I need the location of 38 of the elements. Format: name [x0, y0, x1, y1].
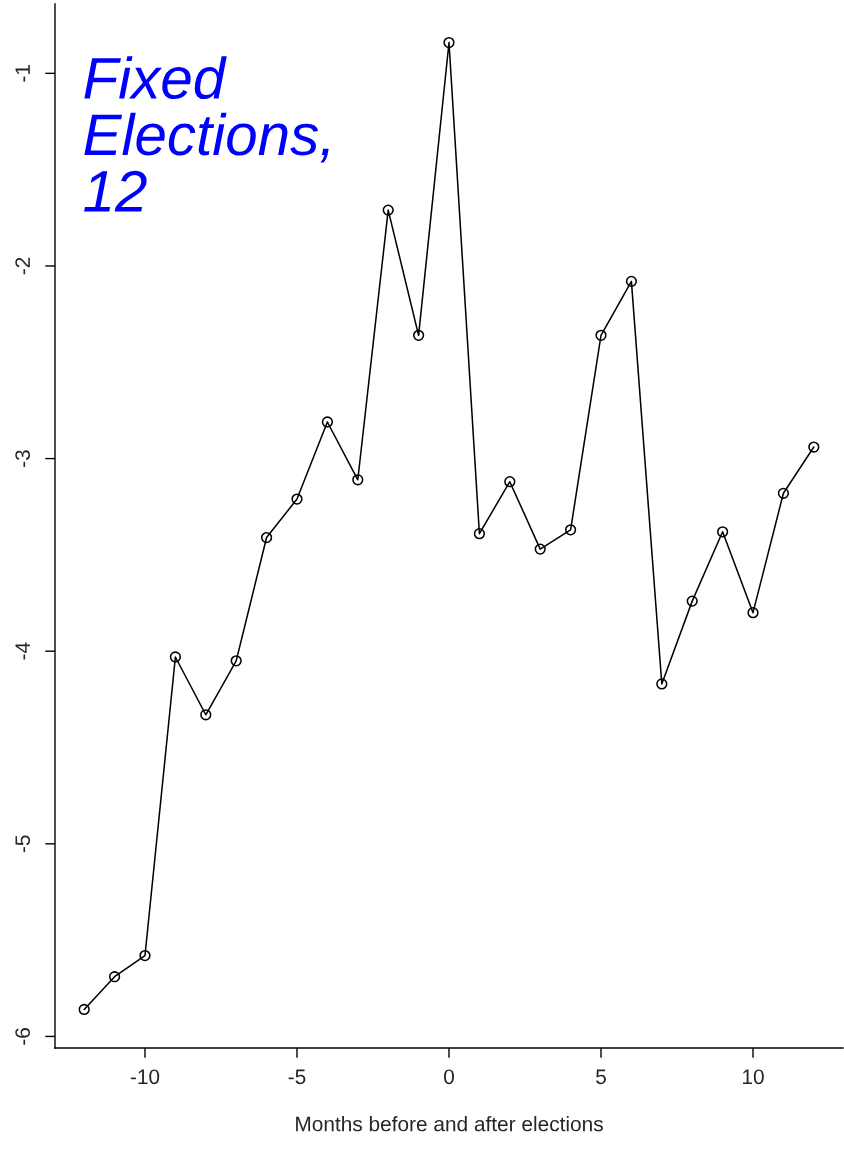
point: [595, 329, 607, 341]
y-tick-label: -1: [15, 65, 30, 82]
x-tick-label: 0: [444, 1069, 454, 1085]
point: [78, 1003, 90, 1016]
y-tick-label: -3: [15, 450, 31, 467]
point: [291, 493, 303, 505]
point: [473, 528, 486, 540]
y-tick-label: -6: [15, 1028, 31, 1045]
x-tick-label: -10: [130, 1069, 160, 1085]
x-tick-label: 10: [743, 1069, 764, 1085]
point: [443, 36, 455, 49]
x-tick-label: 5: [596, 1069, 606, 1085]
point: [382, 204, 394, 216]
point: [260, 531, 273, 544]
y-tick-label: -2: [15, 257, 30, 275]
point: [625, 275, 638, 287]
point: [321, 416, 334, 428]
point: [169, 651, 182, 663]
point: [108, 971, 121, 983]
point: [412, 329, 425, 341]
point: [200, 709, 212, 721]
point: [230, 655, 242, 667]
point: [656, 678, 668, 690]
y-tick-label: -5: [15, 835, 31, 853]
point: [534, 543, 546, 555]
point: [686, 595, 698, 607]
point: [564, 524, 577, 536]
point: [716, 526, 729, 538]
point: [139, 949, 151, 962]
point: [777, 487, 790, 499]
annotation: Fixed Elections, 12: [84, 56, 329, 212]
y-tick-label: -4: [15, 642, 30, 660]
point: [352, 474, 364, 486]
point: [747, 607, 759, 619]
point: [808, 441, 820, 453]
point: [504, 476, 516, 488]
x-axis-title: Months before and after elections: [296, 1116, 603, 1132]
x-tick-label: -5: [288, 1069, 306, 1085]
